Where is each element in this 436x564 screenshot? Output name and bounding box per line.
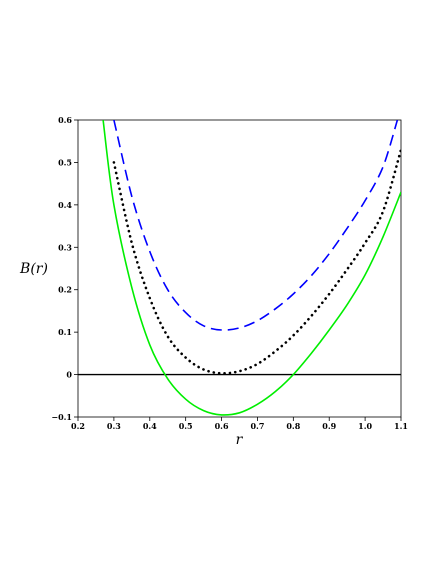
y-tick-label: 0.5 xyxy=(58,157,72,167)
y-tick-label: −0.1 xyxy=(51,412,72,422)
series-black-dotted-line xyxy=(112,148,401,375)
y-tick-label: 0.6 xyxy=(58,115,72,125)
y-tick-label: 0.3 xyxy=(58,242,72,252)
x-tick-label: 0.3 xyxy=(107,421,121,431)
y-tick-label: 0.4 xyxy=(58,200,72,210)
x-axis-ticks: 0.2 0.3 0.4 0.5 0.6 0.7 0.8 0.9 1.0 1.1 xyxy=(71,417,408,431)
series-green-solid-line xyxy=(102,120,401,416)
plot-frame xyxy=(77,119,402,418)
x-tick-label: 1.1 xyxy=(394,421,408,431)
x-tick-label: 0.8 xyxy=(286,421,300,431)
x-tick-label: 0.9 xyxy=(322,421,336,431)
x-tick-label: 0.6 xyxy=(215,421,229,431)
x-tick-label: 0.5 xyxy=(179,421,193,431)
x-axis-label: r xyxy=(236,432,244,448)
y-tick-label: 0.2 xyxy=(58,285,72,295)
series-blue-dashed-line xyxy=(113,120,399,331)
y-tick-label: 0 xyxy=(66,370,72,380)
series-layer xyxy=(102,120,401,416)
x-tick-label: 0.7 xyxy=(250,421,264,431)
x-tick-label: 0.4 xyxy=(143,421,157,431)
y-axis-ticks: −0.1 0 0.1 0.2 0.3 0.4 0.5 0.6 xyxy=(51,115,78,422)
x-tick-label: 0.2 xyxy=(71,421,85,431)
x-tick-label: 1.0 xyxy=(358,421,372,431)
y-tick-label: 0.1 xyxy=(58,327,72,337)
y-axis-label: B(r) xyxy=(19,261,48,277)
